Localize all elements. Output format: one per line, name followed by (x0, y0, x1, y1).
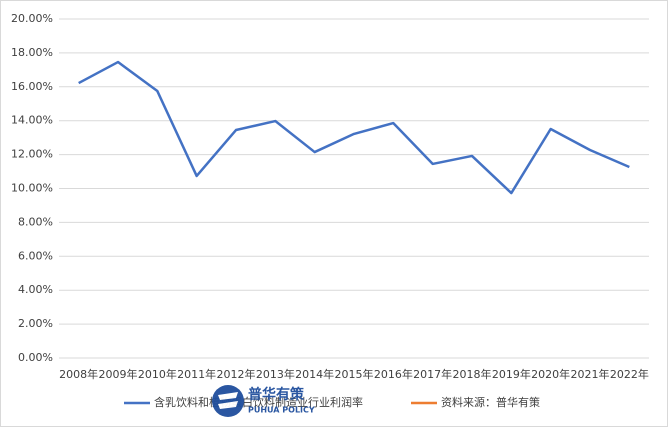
data-line (78, 60, 630, 195)
watermark-icon-mark (218, 392, 238, 409)
x-tick-label: 2021年 (571, 367, 610, 381)
watermark-subtitle: PUHUA POLICY (248, 406, 315, 415)
x-tick-label: 2011年 (177, 367, 216, 381)
watermark-icon (212, 385, 244, 417)
x-tick-label: 2015年 (335, 367, 374, 381)
x-tick-label: 2022年 (610, 367, 649, 381)
y-tick-label: 0.00% (18, 351, 53, 364)
legend-label: 含乳饮料和植物蛋白饮料制造业行业利润率 (154, 395, 363, 409)
y-tick-label: 2.00% (18, 317, 53, 330)
x-tick-label: 2009年 (99, 367, 138, 381)
x-tick-label: 2014年 (295, 367, 334, 381)
y-tick-label: 6.00% (18, 249, 53, 262)
y-tick-label: 4.00% (18, 283, 53, 296)
y-tick-label: 16.00% (11, 80, 53, 93)
x-tick-label: 2019年 (492, 367, 531, 381)
legend-label: 资料来源：普华有策 (441, 395, 540, 409)
x-tick-label: 2020年 (531, 367, 570, 381)
y-tick-label: 18.00% (11, 46, 53, 59)
y-tick-label: 20.00% (11, 12, 53, 25)
y-tick-label: 14.00% (11, 114, 53, 127)
x-tick-label: 2012年 (217, 367, 256, 381)
y-tick-label: 10.00% (11, 182, 53, 195)
x-tick-label: 2016年 (374, 367, 413, 381)
x-tick-label: 2010年 (138, 367, 177, 381)
x-tick-label: 2013年 (256, 367, 295, 381)
watermark: 普华有策 PUHUA POLICY (212, 385, 315, 417)
x-tick-label: 2017年 (413, 367, 452, 381)
watermark-title: 普华有策 (248, 386, 305, 403)
y-tick-label: 12.00% (11, 148, 53, 161)
x-tick-label: 2018年 (453, 367, 492, 381)
x-tick-label: 2008年 (59, 367, 98, 381)
y-tick-label: 8.00% (18, 215, 53, 228)
